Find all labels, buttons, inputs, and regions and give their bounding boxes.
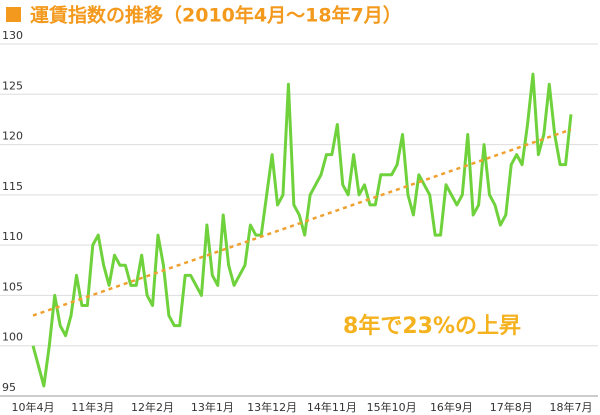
x-tick-label: 14年11月	[307, 400, 357, 414]
trend-line	[32, 128, 572, 317]
x-tick-label: 15年10月	[367, 400, 417, 414]
annotation: 8年で23%の上昇	[343, 313, 521, 339]
x-tick-label: 17年8月	[490, 400, 533, 414]
chart-title: 運賃指数の推移（2010年4月～18年7月）	[30, 4, 402, 27]
y-tick-label: 95	[2, 381, 16, 394]
x-tick-label: 11年3月	[71, 400, 114, 414]
y-tick-label: 120	[2, 130, 23, 143]
x-tick-label: 13年12月	[247, 400, 297, 414]
title-icon	[6, 7, 21, 22]
y-tick-label: 115	[2, 180, 23, 193]
x-tick-label: 16年9月	[430, 400, 473, 414]
x-tick-label: 13年1月	[191, 400, 234, 414]
data-line	[31, 72, 573, 388]
y-tick-label: 130	[2, 29, 23, 42]
y-tick-label: 100	[2, 331, 23, 344]
x-tick-label: 10年4月	[12, 400, 55, 414]
y-tick-label: 125	[2, 79, 23, 92]
y-tick-label: 110	[2, 230, 23, 243]
x-tick-label: 18年7月	[550, 400, 593, 414]
y-tick-label: 105	[2, 280, 23, 293]
x-tick-label: 12年2月	[131, 400, 174, 414]
